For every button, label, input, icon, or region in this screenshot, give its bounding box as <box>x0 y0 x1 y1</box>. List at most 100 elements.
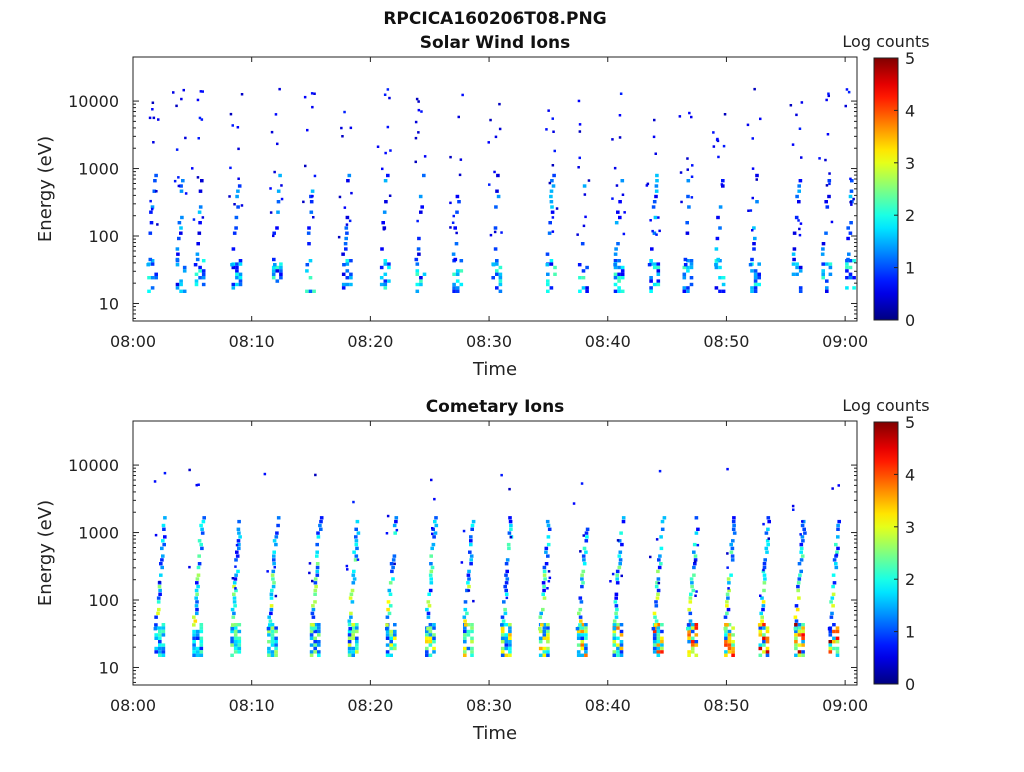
cell <box>546 633 550 637</box>
cell <box>818 157 821 160</box>
cell <box>272 554 276 558</box>
colorbar-tick-label: 2 <box>905 206 915 225</box>
cell <box>233 577 238 581</box>
cell <box>313 592 317 596</box>
cell <box>616 242 620 246</box>
cell <box>727 650 732 654</box>
cell <box>762 636 766 640</box>
cell <box>615 573 619 577</box>
cell <box>718 276 722 280</box>
cell <box>347 640 352 644</box>
cell <box>732 516 736 520</box>
cell <box>459 282 464 287</box>
cell <box>317 643 321 647</box>
cell <box>341 272 346 276</box>
x-tick-label: 08:30 <box>466 332 512 351</box>
cell <box>657 565 662 570</box>
cell <box>201 519 206 524</box>
cell <box>508 629 512 634</box>
cell <box>274 535 279 539</box>
cell <box>690 115 693 119</box>
cell <box>237 623 242 627</box>
cell <box>201 90 204 93</box>
cell <box>195 577 200 581</box>
cell <box>349 272 353 276</box>
cell <box>612 636 617 640</box>
cell <box>685 231 690 235</box>
cell <box>686 265 690 270</box>
cell <box>425 646 429 651</box>
cell <box>319 519 323 524</box>
cell <box>799 533 802 536</box>
cell <box>231 623 235 627</box>
cell <box>725 604 729 608</box>
cell <box>584 633 588 637</box>
cell <box>612 653 617 657</box>
cell <box>716 137 719 141</box>
cell <box>551 164 555 167</box>
cell <box>428 588 433 593</box>
cell <box>198 265 202 270</box>
cell <box>386 173 390 178</box>
cell <box>694 653 699 657</box>
cell <box>192 636 196 640</box>
cell <box>428 626 433 630</box>
cell <box>232 581 237 585</box>
cell <box>201 276 206 280</box>
cell <box>158 650 162 654</box>
cell <box>508 633 512 637</box>
cell <box>748 263 753 267</box>
cell <box>341 252 345 256</box>
cell <box>725 611 729 616</box>
cell <box>689 276 694 280</box>
cell <box>496 173 500 178</box>
cell <box>693 560 697 563</box>
cell <box>200 527 204 531</box>
cell <box>848 265 853 270</box>
cell <box>753 286 758 290</box>
cell <box>158 636 162 640</box>
cell <box>351 623 355 627</box>
cell <box>463 653 467 657</box>
cell <box>732 523 736 528</box>
cell <box>828 650 833 654</box>
cell <box>351 653 355 657</box>
cell <box>346 179 350 183</box>
cell <box>200 179 204 183</box>
cell <box>656 636 661 640</box>
cell <box>235 276 239 280</box>
cell <box>761 569 766 574</box>
cell <box>311 627 315 631</box>
cell <box>386 88 390 91</box>
cell <box>467 584 471 589</box>
cell <box>685 221 689 225</box>
cell <box>270 588 274 593</box>
cell <box>758 643 763 647</box>
cell <box>724 633 728 637</box>
cell <box>233 636 238 640</box>
cell <box>341 282 346 287</box>
cell <box>544 562 549 566</box>
cell <box>801 623 805 627</box>
cell <box>505 569 509 574</box>
cell <box>317 633 321 637</box>
cell <box>616 626 620 630</box>
cell <box>270 640 275 644</box>
cell <box>461 93 464 97</box>
cell <box>755 178 758 181</box>
cell <box>551 216 555 219</box>
cell <box>580 573 584 577</box>
cell <box>542 626 547 630</box>
cell <box>489 233 493 237</box>
cell <box>688 111 691 115</box>
cell <box>649 279 653 283</box>
cell <box>452 286 456 290</box>
cell <box>345 215 350 220</box>
cell <box>309 194 313 199</box>
cell <box>417 100 420 103</box>
cell <box>151 108 154 111</box>
cell <box>549 189 554 193</box>
cell <box>832 636 836 640</box>
cell <box>315 550 319 554</box>
cell <box>197 231 202 235</box>
